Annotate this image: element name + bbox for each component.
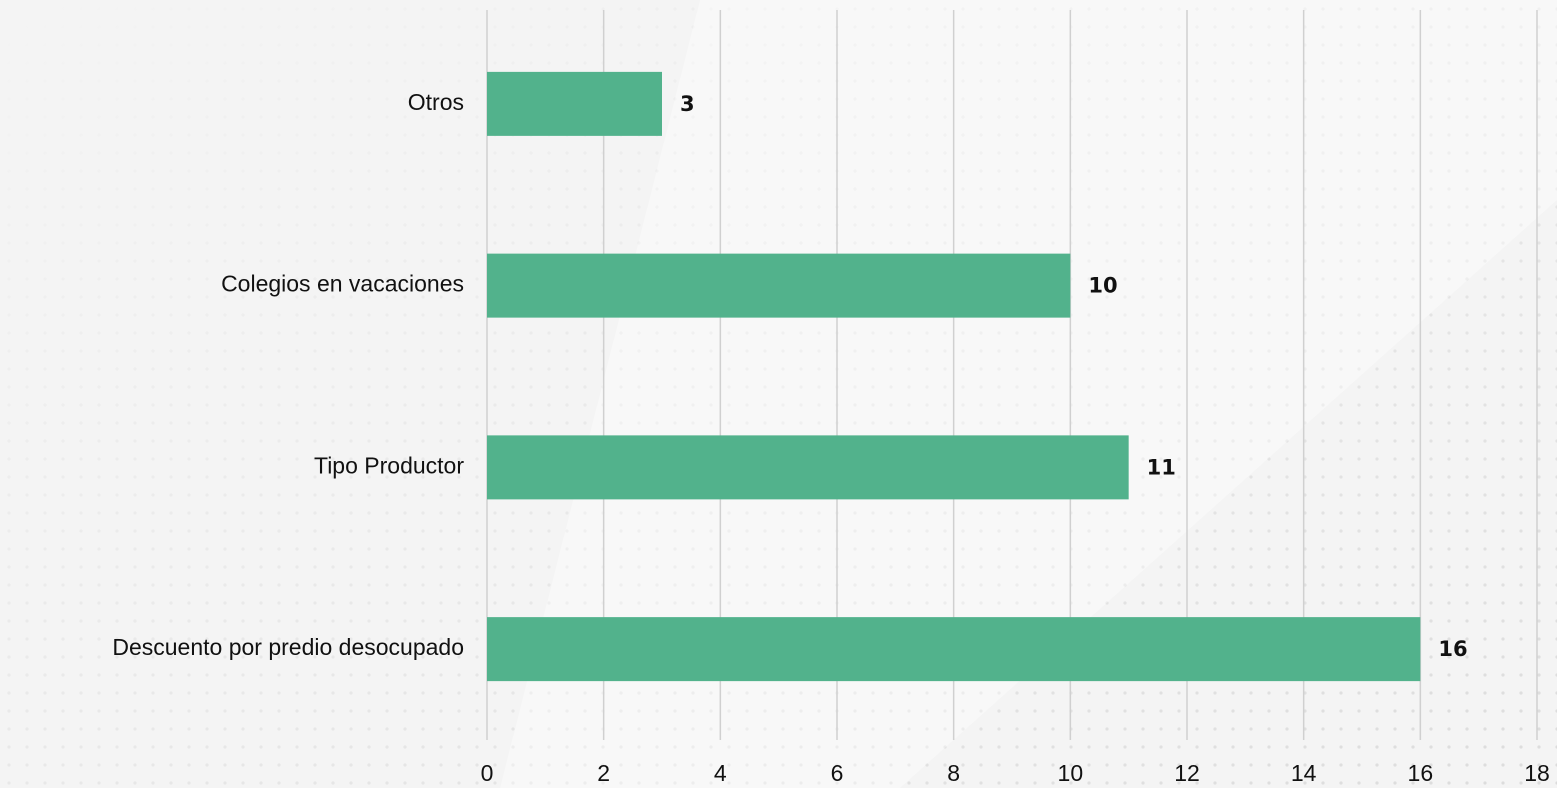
background-shape: [500, 0, 1557, 788]
x-tick-label: 12: [1174, 760, 1200, 786]
x-tick-label: 6: [831, 760, 844, 786]
data-label: 16: [1438, 637, 1467, 661]
data-label: 11: [1147, 455, 1176, 479]
y-tick-label: Tipo Productor: [314, 452, 464, 478]
x-tick-label: 16: [1408, 760, 1434, 786]
x-tick-label: 0: [481, 760, 494, 786]
x-tick-label: 10: [1058, 760, 1084, 786]
bar: [487, 435, 1129, 500]
y-tick-label: Descuento por predio desocupado: [112, 634, 464, 660]
x-tick-label: 18: [1524, 760, 1550, 786]
bar: [487, 253, 1071, 318]
y-tick-label: Colegios en vacaciones: [221, 271, 464, 297]
x-tick-label: 4: [714, 760, 727, 786]
bar: [487, 71, 662, 136]
y-tick-label: Otros: [408, 89, 464, 115]
bar: [487, 617, 1421, 682]
data-label: 10: [1088, 274, 1117, 298]
x-tick-label: 14: [1291, 760, 1317, 786]
x-tick-label: 8: [947, 760, 960, 786]
data-label: 3: [680, 92, 695, 116]
x-tick-label: 2: [597, 760, 610, 786]
